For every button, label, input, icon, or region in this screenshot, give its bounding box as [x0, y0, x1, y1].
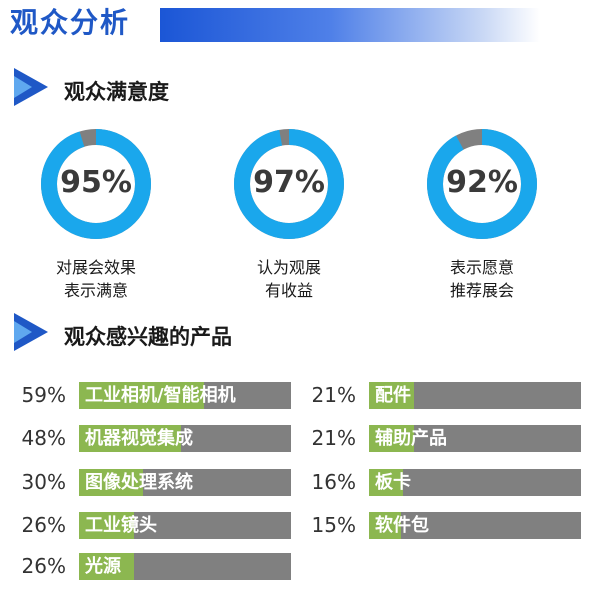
donut-caption-line: 有收益: [204, 279, 374, 302]
bar-row: 30% 图像处理系统: [6, 467, 292, 497]
bar-row: 16% 板卡: [296, 467, 586, 497]
donut-caption-line: 表示愿意: [397, 256, 567, 279]
section-triangle-icon: [14, 313, 50, 351]
bar-percent: 59%: [6, 380, 66, 410]
bar-label: 工业相机/智能相机: [85, 382, 236, 409]
title-bar: 观众分析: [0, 0, 600, 46]
bar-row: 59% 工业相机/智能相机: [6, 380, 292, 410]
bar-row: 26% 工业镜头: [6, 510, 292, 540]
bar-percent: 26%: [6, 551, 66, 581]
bar-label: 软件包: [375, 512, 429, 539]
section-title-satisfaction: 观众满意度: [64, 76, 169, 106]
bar-percent: 30%: [6, 467, 66, 497]
donut-caption-line: 推荐展会: [397, 279, 567, 302]
bar-track: 机器视觉集成: [79, 425, 291, 452]
bar-percent: 16%: [296, 467, 356, 497]
bar-track: 工业镜头: [79, 512, 291, 539]
section-title-interest: 观众感兴趣的产品: [64, 321, 232, 351]
donut-caption: 表示愿意 推荐展会: [397, 256, 567, 302]
donut-value: 92%: [426, 165, 538, 200]
donut-chart: 92%: [426, 128, 538, 240]
bar-track: 配件: [369, 382, 581, 409]
donut-caption: 对展会效果 表示满意: [11, 256, 181, 302]
page-title: 观众分析: [10, 3, 130, 43]
donut-caption-line: 表示满意: [11, 279, 181, 302]
donut-caption-line: 认为观展: [204, 256, 374, 279]
bar-label: 机器视觉集成: [85, 425, 193, 452]
donut-value: 95%: [40, 165, 152, 200]
bar-track: 工业相机/智能相机: [79, 382, 291, 409]
bar-label: 板卡: [375, 469, 411, 496]
bar-track: 辅助产品: [369, 425, 581, 452]
bar-percent: 21%: [296, 423, 356, 453]
bar-label: 辅助产品: [375, 425, 447, 452]
bar-row: 48% 机器视觉集成: [6, 423, 292, 453]
bar-row: 21% 辅助产品: [296, 423, 586, 453]
bar-track: 板卡: [369, 469, 581, 496]
bar-percent: 48%: [6, 423, 66, 453]
bar-track: 图像处理系统: [79, 469, 291, 496]
bar-percent: 26%: [6, 510, 66, 540]
donut-chart: 95%: [40, 128, 152, 240]
bar-label: 图像处理系统: [85, 469, 193, 496]
donut-chart: 97%: [233, 128, 345, 240]
bar-row: 21% 配件: [296, 380, 586, 410]
donut-value: 97%: [233, 165, 345, 200]
title-gradient-bar: [160, 8, 540, 42]
bar-label: 配件: [375, 382, 411, 409]
bar-row: 26% 光源: [6, 551, 292, 581]
bar-percent: 21%: [296, 380, 356, 410]
bar-label: 工业镜头: [85, 512, 157, 539]
bar-percent: 15%: [296, 510, 356, 540]
donut-caption-line: 对展会效果: [11, 256, 181, 279]
section-triangle-icon: [14, 68, 50, 106]
bar-row: 15% 软件包: [296, 510, 586, 540]
bar-label: 光源: [85, 553, 121, 580]
bar-track: 光源: [79, 553, 291, 580]
donut-caption: 认为观展 有收益: [204, 256, 374, 302]
bar-track: 软件包: [369, 512, 581, 539]
